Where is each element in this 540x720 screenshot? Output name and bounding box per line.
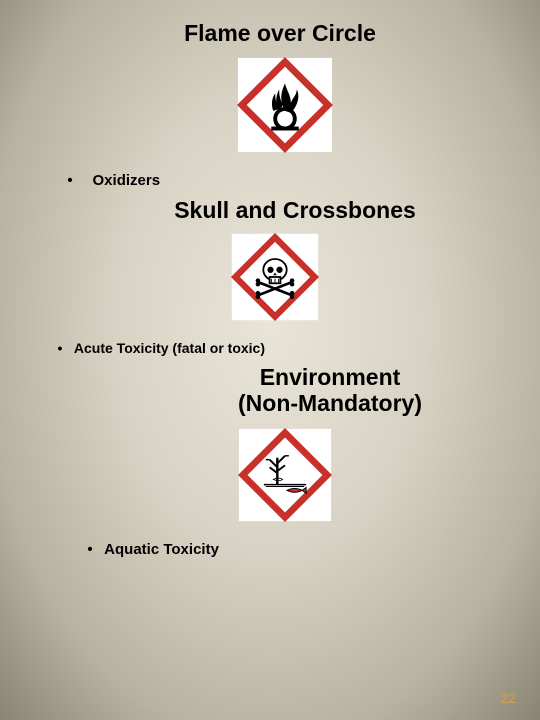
title-line-1: Environment <box>260 364 401 390</box>
slide: Flame over Circle • Oxidizers Skull and … <box>0 0 540 720</box>
bullet-text: Aquatic Toxicity <box>104 541 219 558</box>
bullet-aquatic-toxicity: • Aquatic Toxicity <box>40 541 500 558</box>
pictogram-environment <box>40 427 500 523</box>
skull-crossbones-icon <box>230 232 320 322</box>
pictogram-flame-over-circle <box>40 56 500 154</box>
environment-icon <box>237 427 333 523</box>
bullet-marker: • <box>80 541 100 558</box>
page-number: 22 <box>500 690 516 706</box>
section-title-2: Skull and Crossbones <box>40 197 500 223</box>
bullet-text: Acute Toxicity (fatal or toxic) <box>74 340 265 356</box>
title-line-2: (Non-Mandatory) <box>238 390 422 416</box>
bullet-marker: • <box>60 172 80 189</box>
bullet-text: Oxidizers <box>93 172 161 189</box>
pictogram-skull-crossbones <box>40 232 500 322</box>
section-title-3: Environment(Non-Mandatory) <box>40 364 500 417</box>
bullet-marker: • <box>50 340 70 356</box>
bullet-acute-toxicity: • Acute Toxicity (fatal or toxic) <box>40 340 500 356</box>
section-title-1: Flame over Circle <box>40 20 500 46</box>
bullet-oxidizers: • Oxidizers <box>40 172 500 189</box>
flame-over-circle-icon <box>236 56 334 154</box>
